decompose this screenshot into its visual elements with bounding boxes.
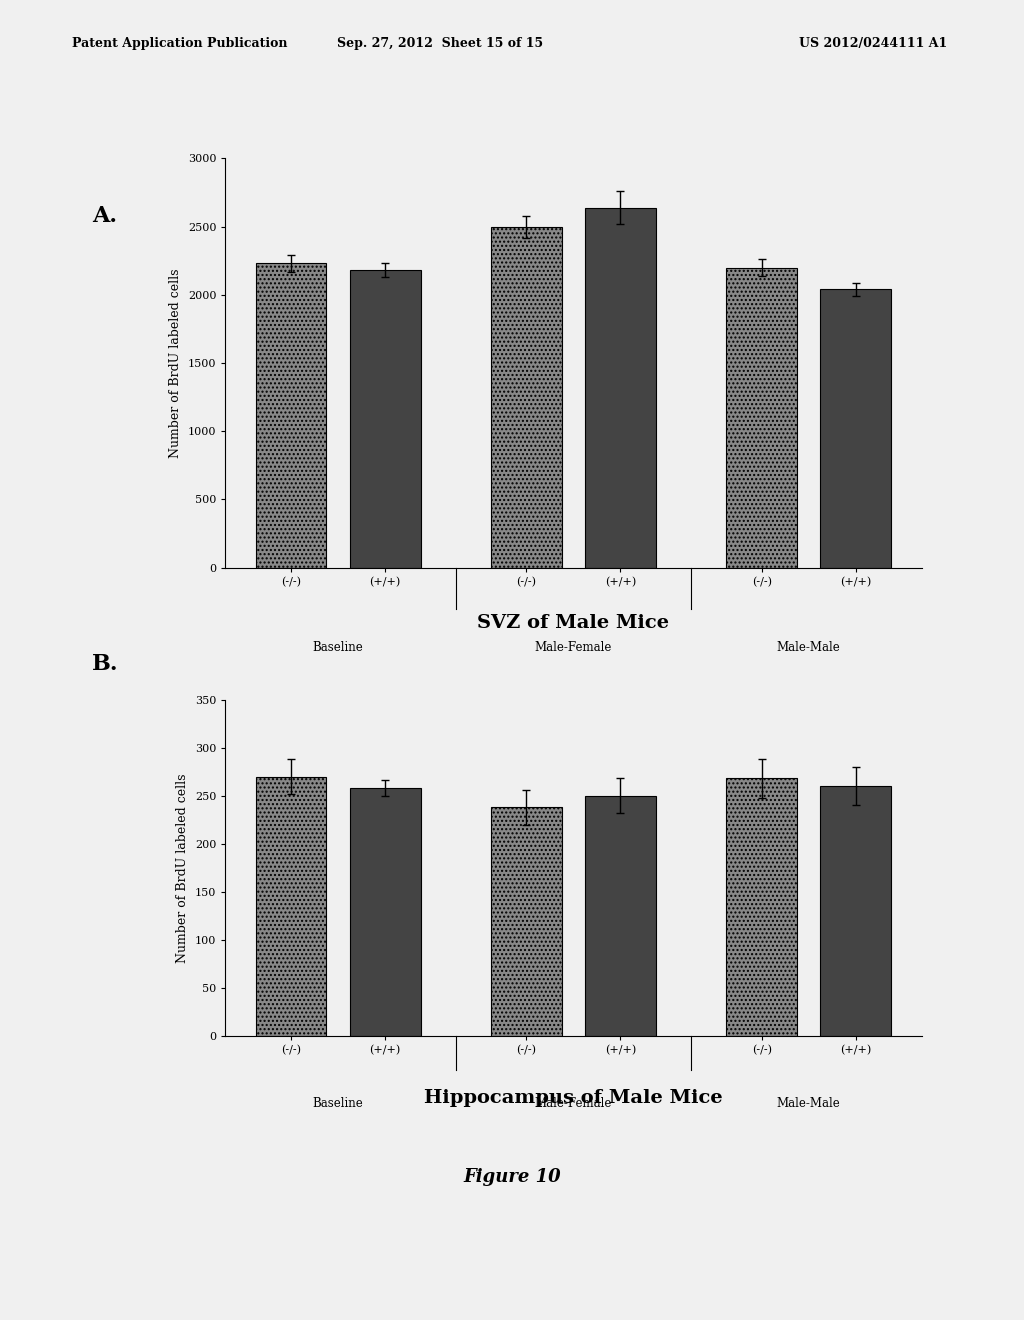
Bar: [256, 776, 327, 1036]
Text: Sep. 27, 2012  Sheet 15 of 15: Sep. 27, 2012 Sheet 15 of 15: [337, 37, 544, 50]
Bar: [585, 207, 655, 568]
Text: Male-Male: Male-Male: [777, 1097, 841, 1110]
Text: B.: B.: [92, 653, 119, 676]
Text: A.: A.: [92, 205, 117, 227]
Bar: [492, 227, 562, 568]
Text: Patent Application Publication: Patent Application Publication: [72, 37, 287, 50]
Text: Male-Male: Male-Male: [777, 642, 841, 655]
Text: US 2012/0244111 A1: US 2012/0244111 A1: [799, 37, 947, 50]
Text: Male-Female: Male-Female: [535, 642, 612, 655]
Bar: [820, 289, 891, 568]
Bar: [726, 268, 797, 568]
Y-axis label: Number of BrdU labeled cells: Number of BrdU labeled cells: [176, 774, 189, 962]
Text: SVZ of Male Mice: SVZ of Male Mice: [477, 614, 670, 632]
Text: Male-Female: Male-Female: [535, 1097, 612, 1110]
Bar: [350, 271, 421, 568]
Bar: [726, 779, 797, 1036]
Text: Baseline: Baseline: [312, 1097, 364, 1110]
Bar: [585, 796, 655, 1036]
Bar: [820, 787, 891, 1036]
Bar: [256, 264, 327, 568]
Text: Figure 10: Figure 10: [463, 1168, 561, 1187]
Bar: [350, 788, 421, 1036]
Text: Hippocampus of Male Mice: Hippocampus of Male Mice: [424, 1089, 723, 1107]
Y-axis label: Number of BrdU labeled cells: Number of BrdU labeled cells: [169, 268, 182, 458]
Bar: [492, 808, 562, 1036]
Text: Baseline: Baseline: [312, 642, 364, 655]
